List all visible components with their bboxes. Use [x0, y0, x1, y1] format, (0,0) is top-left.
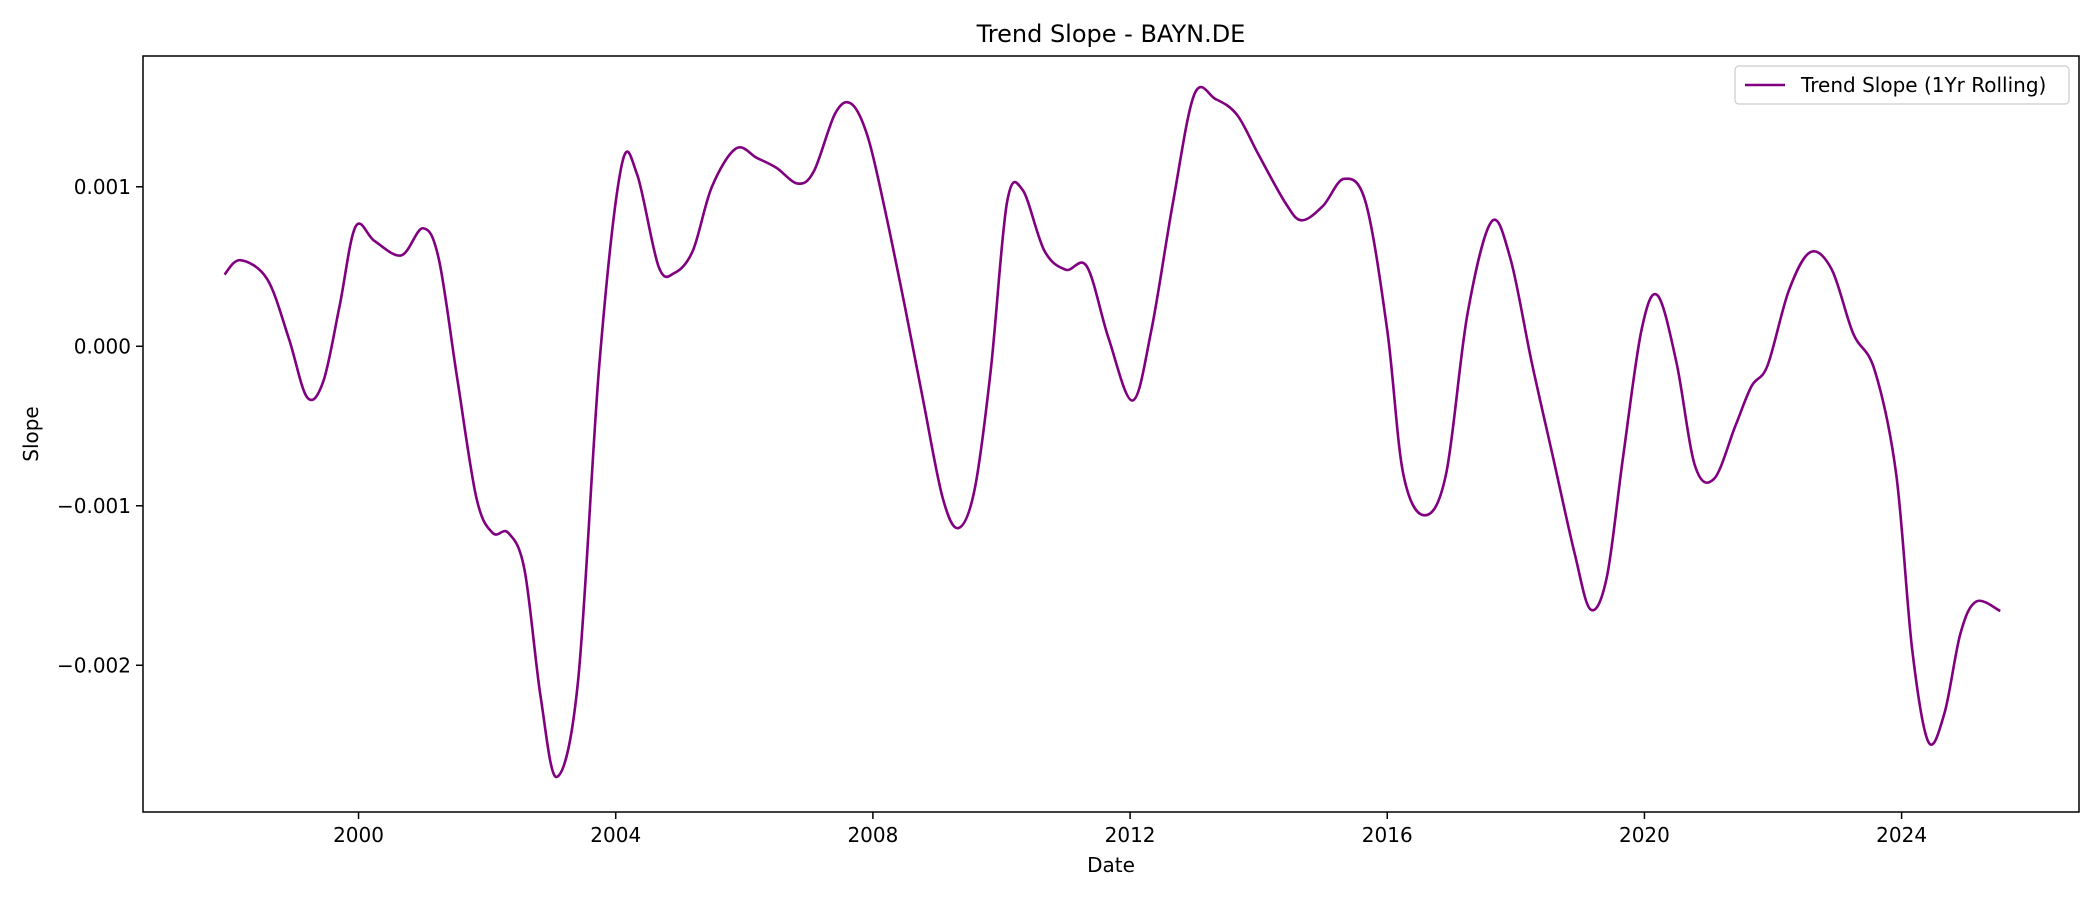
x-tick-label: 2000 — [333, 823, 384, 847]
axes-frame — [142, 55, 2080, 813]
y-tick-label: −0.001 — [57, 494, 131, 518]
chart-title: Trend Slope - BAYN.DE — [976, 20, 1246, 48]
legend-label-trend-slope: Trend Slope (1Yr Rolling) — [1800, 73, 2046, 97]
y-axis-ticks: 0.001 0.000 −0.001 −0.002 — [57, 175, 143, 677]
plot-area: 2000 2004 2008 2012 2016 2020 2024 0.001 0.000 −… — [57, 55, 2080, 847]
x-axis-ticks: 2000 2004 2008 2012 2016 2020 2024 — [333, 812, 1927, 847]
y-axis-label: Slope — [19, 406, 43, 462]
series-line-trend-slope — [223, 85, 2001, 779]
x-tick-label: 2008 — [847, 823, 898, 847]
legend-box — [1734, 65, 2070, 105]
x-tick-label: 2024 — [1876, 823, 1927, 847]
y-tick-label: −0.002 — [57, 653, 131, 677]
x-tick-label: 2004 — [590, 823, 641, 847]
x-tick-label: 2012 — [1105, 823, 1156, 847]
series-layer — [223, 85, 2001, 779]
y-tick-label: 0.000 — [74, 334, 131, 358]
x-tick-label: 2016 — [1362, 823, 1413, 847]
x-axis-label: Date — [1087, 853, 1135, 877]
legend: Trend Slope (1Yr Rolling) — [1734, 65, 2070, 105]
y-tick-label: 0.001 — [74, 175, 131, 199]
x-tick-label: 2020 — [1619, 823, 1670, 847]
